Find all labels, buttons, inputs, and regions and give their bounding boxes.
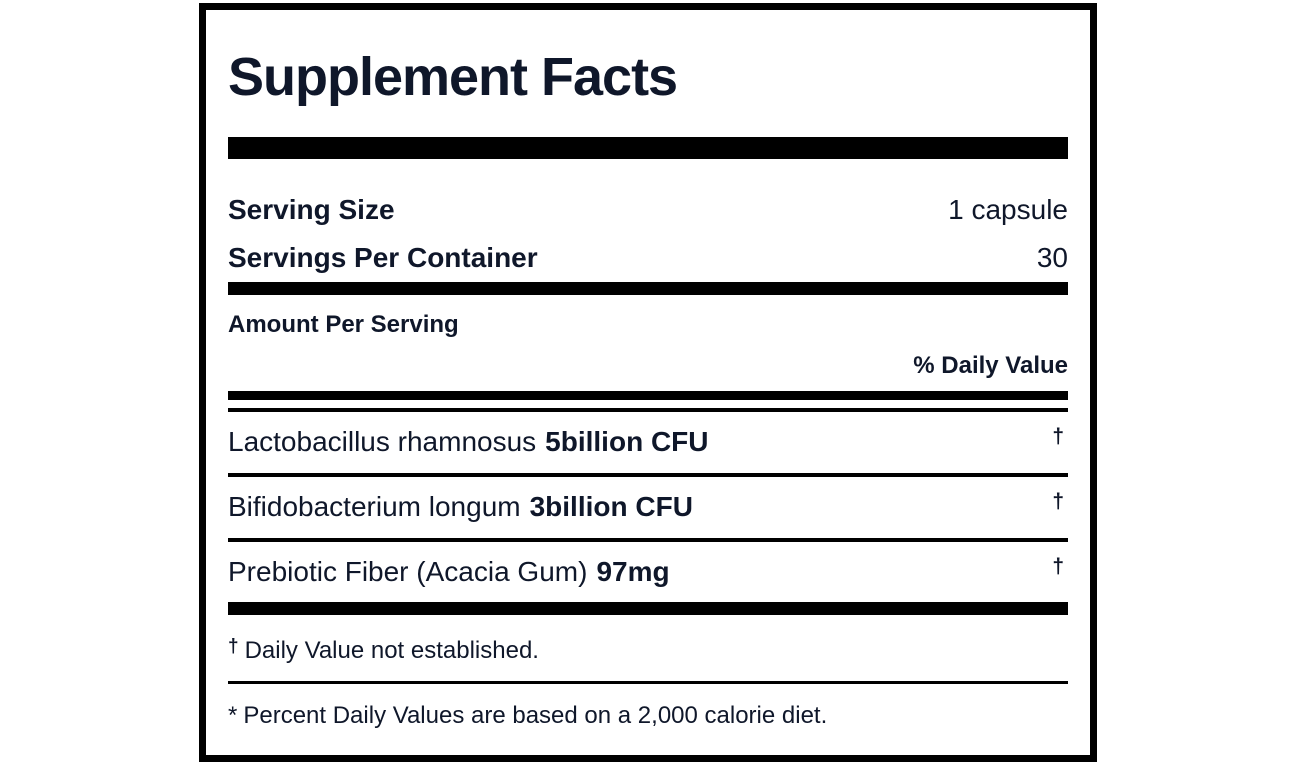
percent-daily-value-header: % Daily Value [913,352,1068,379]
ingredient-text: Lactobacillus rhamnosus 5billion CFU [228,425,709,459]
supplement-facts-panel: Supplement Facts Serving Size 1 capsule … [199,3,1097,762]
divider-thick-top [228,137,1068,159]
ingredient-amount: 3billion CFU [529,491,693,522]
footnote-daily-value-text: Daily Value not established. [244,637,539,664]
double-rule-thin-line [228,408,1068,412]
ingredient-name: Bifidobacterium longum [228,491,521,522]
ingredient-row-bifidobacterium: Bifidobacterium longum 3billion CFU † [228,477,1068,542]
serving-info-section: Serving Size 1 capsule Servings Per Cont… [228,186,1068,282]
daily-value-dagger-icon: † [1052,490,1064,513]
ingredient-name: Prebiotic Fiber (Acacia Gum) [228,556,588,587]
servings-per-container-label: Servings Per Container [228,242,538,273]
footnote-percent-daily-values: * Percent Daily Values are based on a 2,0… [228,684,1068,731]
servings-per-container-row: Servings Per Container 30 [228,234,1068,282]
serving-size-value: 1 capsule [948,194,1068,225]
ingredient-name: Lactobacillus rhamnosus [228,426,537,457]
servings-per-container-value: 30 [1036,242,1068,273]
ingredient-amount: 5billion CFU [545,426,709,457]
serving-size-label: Serving Size [228,194,395,225]
divider-thick-mid [228,282,1068,295]
footnote-daily-value: † Daily Value not established. [228,615,1068,684]
double-rule-divider [228,391,1068,412]
ingredient-text: Bifidobacterium longum 3billion CFU [228,490,693,524]
ingredient-amount: 97mg [596,556,670,587]
panel-title: Supplement Facts [228,47,678,107]
divider-thick-bottom [228,602,1068,615]
daily-value-dagger-icon: † [1052,555,1064,578]
daily-value-dagger-icon: † [1052,425,1064,448]
serving-size-row: Serving Size 1 capsule [228,186,1068,234]
footnote-percent-daily-values-text: Percent Daily Values are based on a 2,00… [243,702,828,729]
ingredient-text: Prebiotic Fiber (Acacia Gum) 97mg [228,555,670,589]
ingredient-list: Lactobacillus rhamnosus 5billion CFU † Bi… [228,412,1068,602]
double-rule-thick-line [228,391,1068,400]
ingredient-row-prebiotic-fiber: Prebiotic Fiber (Acacia Gum) 97mg † [228,542,1068,602]
ingredient-row-lactobacillus: Lactobacillus rhamnosus 5billion CFU † [228,412,1068,477]
asterisk-icon: * [228,702,238,729]
amount-per-serving-header: Amount Per Serving [228,311,459,338]
dagger-icon: † [228,636,239,657]
